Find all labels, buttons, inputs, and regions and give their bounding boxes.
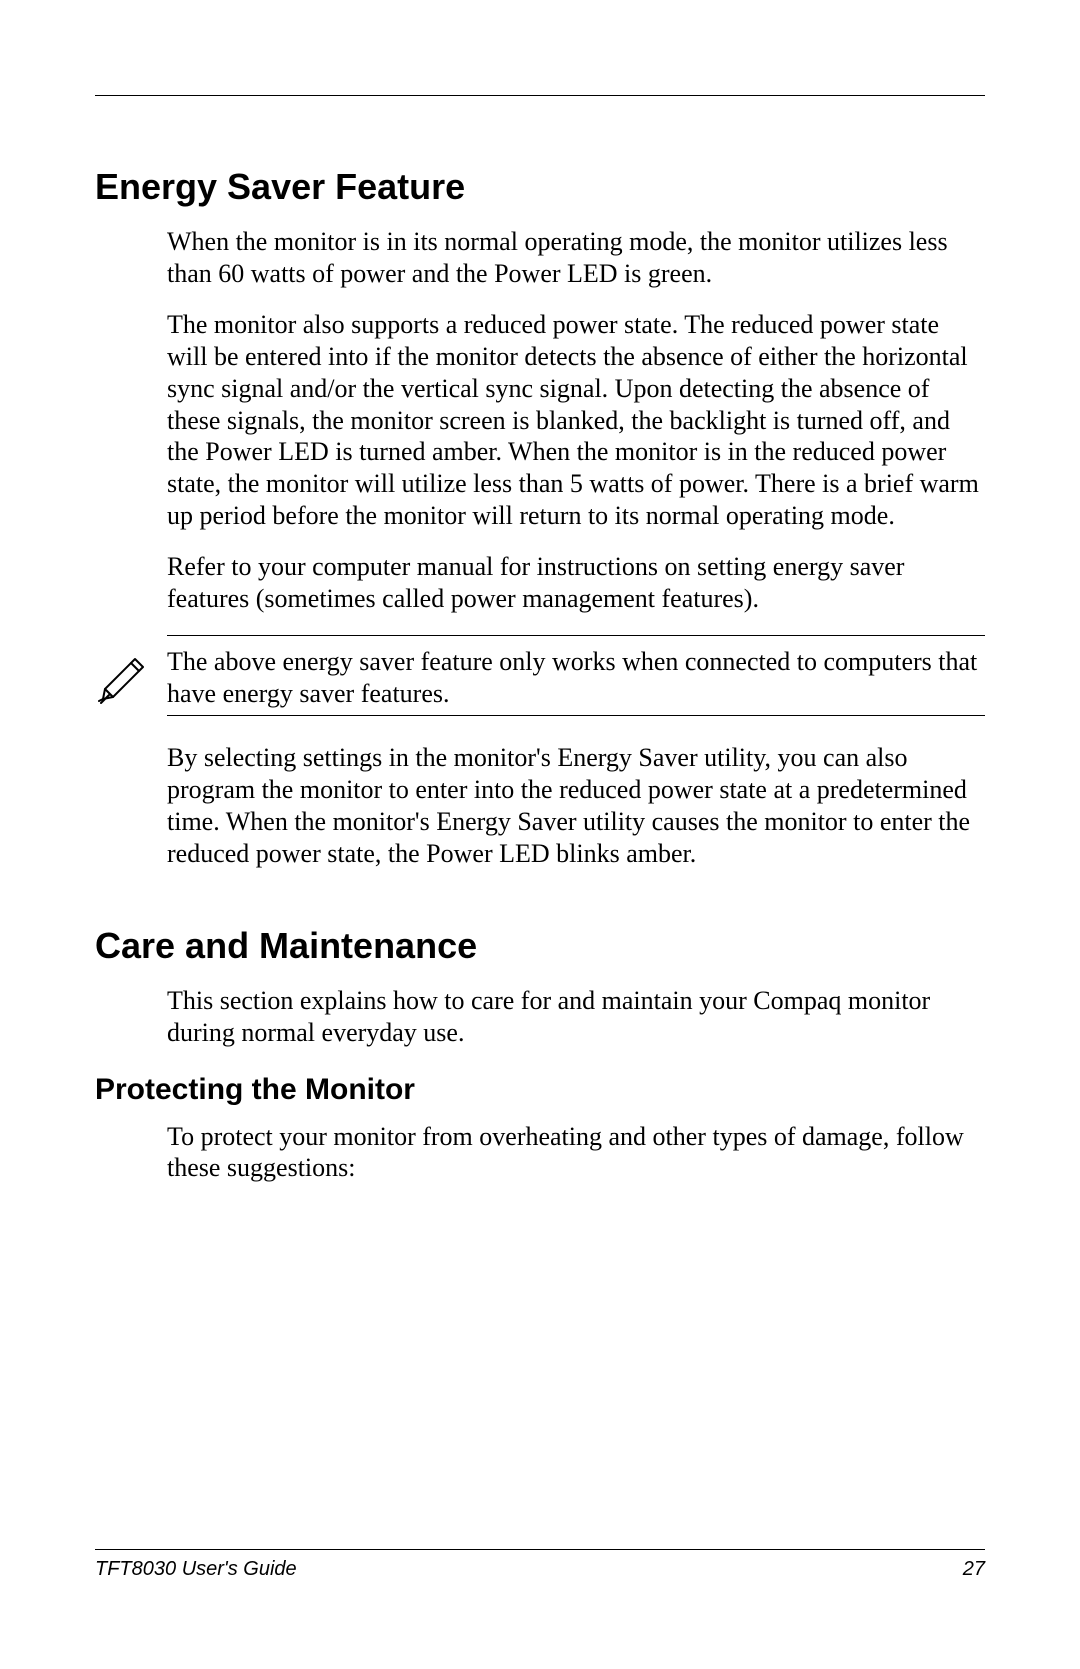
- note-icon: [95, 649, 151, 705]
- note-block: The above energy saver feature only work…: [95, 635, 985, 716]
- document-page: Energy Saver Feature When the monitor is…: [0, 0, 1080, 1669]
- paragraph: By selecting settings in the monitor's E…: [95, 742, 985, 869]
- note-text: The above energy saver feature only work…: [167, 646, 985, 709]
- footer-doc-title: TFT8030 User's Guide: [95, 1558, 297, 1581]
- spacer: [95, 889, 985, 925]
- paragraph: When the monitor is in its normal operat…: [95, 226, 985, 289]
- paragraph: The monitor also supports a reduced powe…: [95, 309, 985, 531]
- note-bottom-rule: [167, 715, 985, 716]
- heading-protecting-monitor: Protecting the Monitor: [95, 1073, 985, 1107]
- paragraph: This section explains how to care for an…: [95, 985, 985, 1048]
- top-divider: [95, 95, 985, 96]
- footer-page-number: 27: [963, 1558, 985, 1581]
- heading-care-maintenance: Care and Maintenance: [95, 925, 985, 967]
- paragraph: To protect your monitor from overheating…: [95, 1121, 985, 1184]
- heading-energy-saver: Energy Saver Feature: [95, 166, 985, 208]
- paragraph: Refer to your computer manual for instru…: [95, 551, 985, 614]
- page-footer: TFT8030 User's Guide 27: [95, 1549, 985, 1581]
- footer-divider: [95, 1549, 985, 1550]
